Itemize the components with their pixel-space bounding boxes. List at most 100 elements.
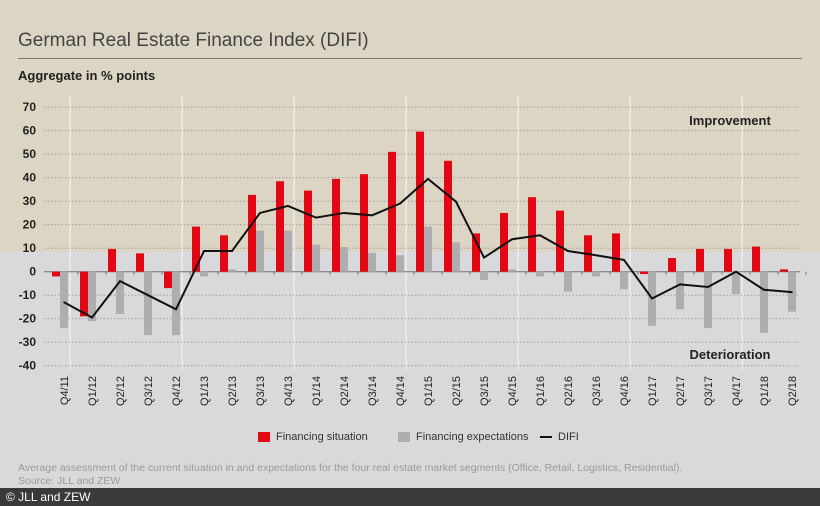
difi-point <box>315 216 317 219</box>
x-tick-label: Q4/17 <box>731 376 743 406</box>
copyright-bar: © JLL and ZEW <box>0 488 820 506</box>
situation-bar <box>276 181 284 272</box>
situation-bar <box>780 269 788 272</box>
difi-point <box>735 270 737 273</box>
difi-point <box>147 294 149 297</box>
situation-bar <box>304 190 312 272</box>
difi-point <box>763 288 765 291</box>
y-tick-label: 50 <box>23 147 37 161</box>
y-tick-label: -20 <box>19 312 37 326</box>
chart-plot: 70 60 50 40 30 20 10 0 -10 -20 -30 -40 Q4/11 Q1/12 Q2/… <box>19 95 807 406</box>
situation-bar <box>500 212 508 272</box>
x-tick-label: Q2/15 <box>451 376 463 406</box>
difi-point <box>231 250 233 252</box>
x-tick-label: Q1/18 <box>759 376 771 406</box>
legend-label: DIFI <box>558 431 579 443</box>
situation-bar <box>80 271 88 317</box>
difi-point <box>175 308 177 311</box>
x-tick-label: Q1/12 <box>87 376 99 406</box>
situation-bar <box>640 271 648 275</box>
source: Source: JLL and ZEW <box>18 475 121 487</box>
expectations-bar <box>536 271 544 277</box>
x-tick-label: Q3/16 <box>591 376 603 406</box>
legend-label: Financing expectations <box>416 431 529 443</box>
expectations-bar <box>312 244 320 272</box>
chart-title: German Real Estate Finance Index (DIFI) <box>18 30 369 51</box>
expectations-bar <box>480 271 488 280</box>
expectations-bar <box>564 271 572 292</box>
expectations-bar <box>144 271 152 336</box>
x-tick-label: Q2/16 <box>563 376 575 406</box>
difi-point <box>567 250 569 252</box>
difi-point <box>511 238 513 241</box>
difi-point <box>427 178 429 180</box>
x-tick-label: Q4/11 <box>59 376 71 405</box>
difi-point <box>707 286 709 288</box>
difi-point <box>623 259 625 261</box>
x-tick-label: Q3/14 <box>367 376 379 406</box>
x-tick-label: Q4/12 <box>171 376 183 406</box>
legend-swatch <box>540 436 552 438</box>
situation-bar <box>332 178 340 272</box>
difi-point <box>651 297 653 300</box>
expectations-bar <box>88 271 96 322</box>
legend-label: Financing situation <box>276 431 368 443</box>
legend-swatch <box>398 432 410 442</box>
difi-point <box>203 250 205 252</box>
legend-swatch <box>258 432 270 442</box>
difi-point <box>539 234 541 237</box>
situation-bar <box>136 253 144 272</box>
situation-bar <box>444 160 452 272</box>
expectations-bar <box>256 230 264 272</box>
legend-expectations: Financing expectations <box>398 431 529 443</box>
x-tick-label: Q4/13 <box>283 376 295 406</box>
expectations-bar <box>676 271 684 310</box>
situation-bar <box>724 248 732 272</box>
expectations-bar <box>228 269 236 272</box>
situation-bar <box>416 131 424 272</box>
y-tick-label: 40 <box>23 171 37 185</box>
difi-point <box>679 283 681 286</box>
expectations-bar <box>452 242 460 272</box>
expectations-bar <box>396 255 404 272</box>
difi-point <box>595 254 597 257</box>
difi-point <box>371 214 373 217</box>
y-tick-label: 70 <box>23 100 37 114</box>
situation-bar <box>164 271 172 289</box>
expectations-bar <box>508 269 516 272</box>
expectations-bar <box>592 271 600 277</box>
footnote: Average assessment of the current situat… <box>18 462 683 474</box>
x-tick-label: Q1/16 <box>535 376 547 406</box>
difi-point <box>399 202 401 205</box>
situation-bar <box>752 246 760 272</box>
y-tick-label: 20 <box>23 218 37 232</box>
legend-difi: DIFI <box>540 431 579 443</box>
expectations-bar <box>760 271 768 333</box>
situation-bar <box>220 235 228 272</box>
expectations-bar <box>368 252 376 272</box>
y-tick-label: 30 <box>23 194 37 208</box>
situation-bar <box>696 248 704 272</box>
situation-bar <box>388 151 396 272</box>
x-tick-label: Q3/17 <box>703 376 715 406</box>
difi-point <box>119 280 121 282</box>
situation-bar <box>612 233 620 272</box>
expectations-bar <box>60 271 68 329</box>
x-tick-label: Q3/13 <box>255 376 267 406</box>
expectations-bar <box>284 230 292 272</box>
expectations-bar <box>200 271 208 277</box>
situation-bar <box>248 194 256 272</box>
x-tick-label: Q2/14 <box>339 376 351 406</box>
difi-point <box>91 316 93 319</box>
situation-bar <box>528 197 536 272</box>
x-tick-label: Q2/13 <box>227 376 239 406</box>
difi-point <box>259 212 261 214</box>
x-tick-label: Q2/17 <box>675 376 687 406</box>
expectations-bar <box>620 271 628 290</box>
x-tick-label: Q4/16 <box>619 376 631 406</box>
x-tick-label: Q2/18 <box>787 376 799 406</box>
x-tick-label: Q4/15 <box>507 376 519 406</box>
legend-situation: Financing situation <box>258 431 368 443</box>
y-tick-label: 0 <box>29 265 36 279</box>
